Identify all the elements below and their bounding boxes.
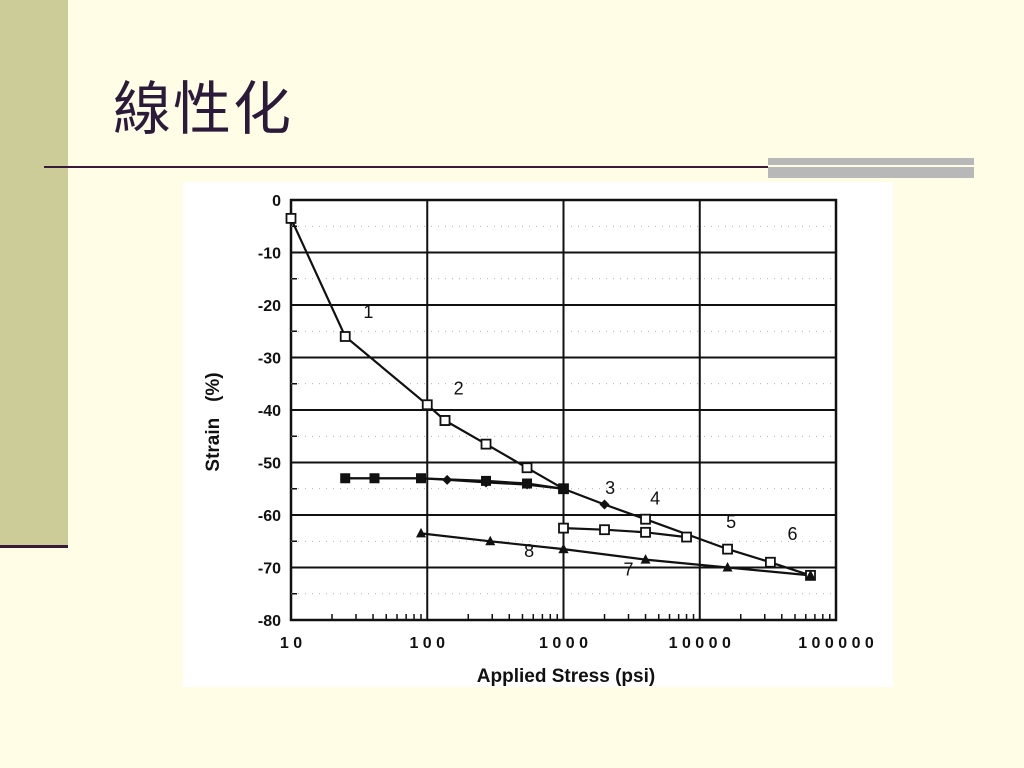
series-3-line — [345, 478, 645, 519]
series-4-point — [341, 474, 350, 483]
series-3-point — [442, 475, 452, 485]
y-tick-label: -60 — [258, 508, 281, 525]
series-4-point — [559, 484, 568, 493]
series-2-line — [445, 421, 564, 489]
y-tick-label: 0 — [272, 193, 281, 210]
series-4-point — [523, 479, 532, 488]
divider-accent — [768, 158, 974, 178]
x-tick-label: 1 0 0 — [409, 635, 445, 652]
series-5-point — [682, 533, 691, 542]
series-1-point — [423, 400, 432, 409]
series-6-point — [641, 515, 650, 524]
series-1-label: 1 — [363, 302, 373, 322]
series-6-point — [766, 558, 775, 567]
series-1-point — [287, 214, 296, 223]
strain-stress-chart: Applied Stress (psi) Strain (%) 0 -10 -20 -… — [183, 182, 893, 687]
series-4-point — [417, 474, 426, 483]
series-8-label: 8 — [524, 541, 534, 561]
series-2-label: 2 — [454, 378, 464, 398]
series-5-label: 5 — [726, 512, 736, 532]
series-5-point — [600, 525, 609, 534]
series-4-point — [370, 474, 379, 483]
series-3-point — [600, 500, 610, 510]
y-tick-label: -80 — [258, 613, 281, 630]
x-tick-label: 1 0 0 0 — [539, 635, 588, 652]
y-tick-label: -30 — [258, 351, 281, 368]
y-tick-label: -40 — [258, 403, 281, 420]
series-3-label: 3 — [605, 478, 615, 498]
series-7-label: 7 — [624, 559, 634, 579]
x-tick-label: 1 0 0 0 0 — [669, 635, 731, 652]
y-tick-label: -70 — [258, 561, 281, 578]
series-4-label: 4 — [650, 489, 660, 509]
x-tick-label: 1 0 — [280, 635, 302, 652]
x-axis-title: Applied Stress (psi) — [477, 666, 655, 687]
series-6-label: 6 — [788, 524, 798, 544]
chart-panel: Applied Stress (psi) Strain (%) 0 -10 -20 -… — [183, 182, 893, 687]
left-accent-line — [0, 545, 68, 548]
series-5-line — [564, 528, 687, 537]
left-accent-bar — [0, 0, 68, 545]
y-tick-label: -20 — [258, 298, 281, 315]
series-4-point — [482, 476, 491, 485]
x-tick-label: 1 0 0 0 0 0 — [798, 635, 874, 652]
y-tick-label: -10 — [258, 246, 281, 263]
series-8-point — [416, 528, 426, 538]
series-2-point — [441, 416, 450, 425]
series-1-point — [341, 332, 350, 341]
y-axis-title: Strain (%) — [203, 372, 224, 471]
series-5-point — [641, 528, 650, 537]
series-6-point — [723, 545, 732, 554]
y-tick-label: -50 — [258, 456, 281, 473]
series-2-point — [482, 440, 491, 449]
slide-title: 線性化 — [113, 62, 293, 146]
series-5-point — [559, 524, 568, 533]
series-2-point — [523, 463, 532, 472]
